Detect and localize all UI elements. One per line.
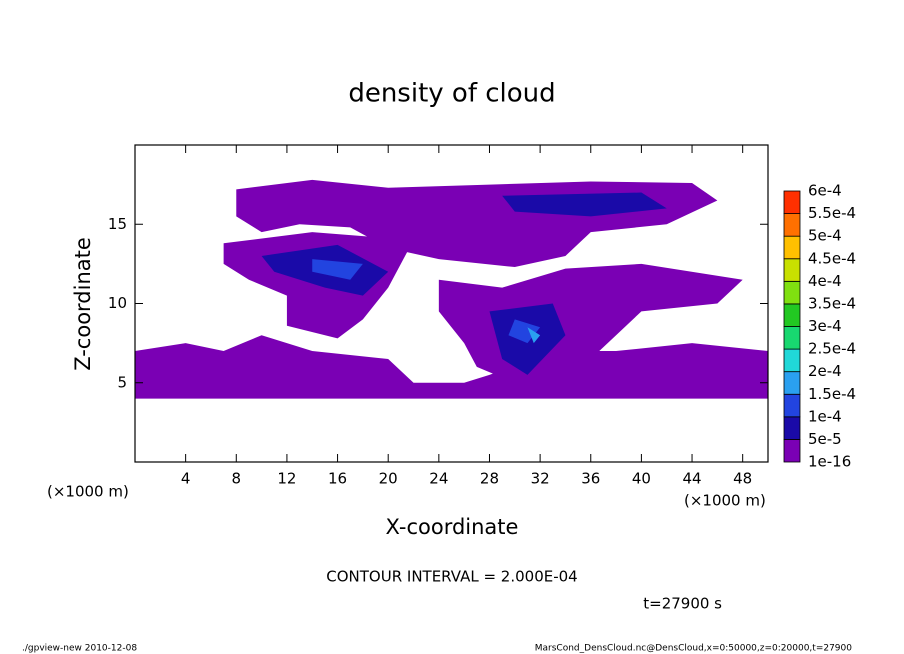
colorbar-label: 4.5e-4: [808, 249, 856, 267]
colorbar-label: 2.5e-4: [808, 340, 856, 358]
x-tick-label: 12: [277, 470, 296, 488]
colorbar-label: 5e-4: [808, 227, 842, 245]
x-tick-label: 36: [581, 470, 600, 488]
contour-region: [135, 335, 768, 399]
contour-region: [508, 319, 541, 344]
colorbar-box: [783, 258, 801, 282]
colorbar-box: [783, 235, 801, 260]
colorbar-label: 5e-5: [808, 430, 842, 448]
x-tick-label: 8: [232, 470, 242, 488]
colorbar-box: [783, 348, 801, 373]
colorbar-box: [783, 213, 801, 237]
colorbar-label: 1.5e-4: [808, 385, 856, 403]
colorbar-box: [783, 280, 801, 305]
x-tick-label: 44: [682, 470, 701, 488]
y-axis-label: Z-coordinate: [71, 237, 95, 371]
y-tick-label: 5: [117, 373, 127, 391]
colorbar-box: [783, 393, 801, 418]
colorbar-box: [783, 416, 801, 440]
colorbar-label: 1e-16: [808, 453, 851, 471]
x-unit: (×1000 m): [684, 492, 766, 510]
x-axis-label: X-coordinate: [386, 515, 519, 539]
x-tick-label: 28: [480, 470, 499, 488]
colorbar-label: 4e-4: [808, 272, 842, 290]
chart-title: density of cloud: [348, 79, 555, 109]
contour-interval: CONTOUR INTERVAL = 2.000E-04: [326, 568, 577, 586]
colorbar-label: 1e-4: [808, 407, 842, 425]
x-tick-label: 20: [379, 470, 398, 488]
y-tick-label: 10: [108, 294, 127, 312]
colorbar-label: 5.5e-4: [808, 204, 856, 222]
colorbar-box: [783, 326, 801, 350]
x-tick-label: 24: [429, 470, 448, 488]
contour-region: [312, 259, 363, 280]
colorbar-label: 6e-4: [808, 182, 842, 200]
colorbar-box: [783, 439, 801, 463]
colorbar-box: [783, 190, 801, 214]
y-tick-label: 15: [108, 215, 127, 233]
x-tick-label: 48: [733, 470, 752, 488]
contour-region: [502, 192, 667, 217]
x-tick-label: 16: [328, 470, 347, 488]
x-tick-label: 32: [531, 470, 550, 488]
footer-left: ./gpview-new 2010-12-08: [22, 644, 137, 654]
contour-region: [527, 327, 541, 344]
time-label: t=27900 s: [643, 595, 722, 613]
y-unit: (×1000 m): [47, 483, 129, 501]
colorbar-label: 3e-4: [808, 317, 842, 335]
footer-right: MarsCond_DensCloud.nc@DensCloud,x=0:5000…: [535, 644, 852, 654]
x-tick-label: 4: [181, 470, 191, 488]
colorbar-label: 3.5e-4: [808, 294, 856, 312]
x-tick-label: 40: [632, 470, 651, 488]
colorbar-box: [783, 303, 801, 327]
colorbar-box: [783, 371, 801, 395]
colorbar-label: 2e-4: [808, 362, 842, 380]
